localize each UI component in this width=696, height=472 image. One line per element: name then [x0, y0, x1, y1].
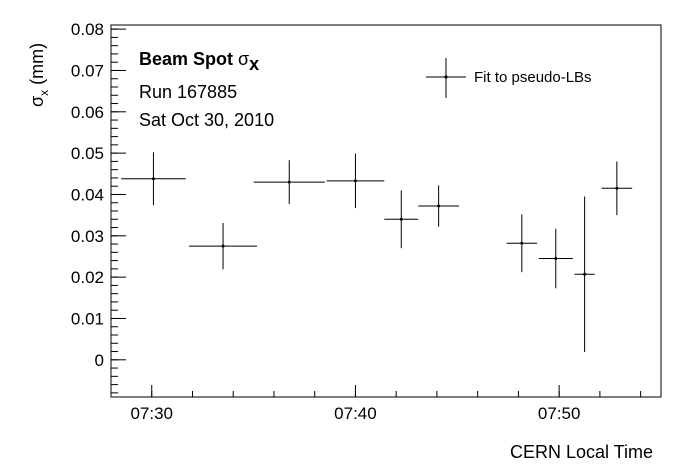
y-axis-subscript: x [37, 90, 51, 96]
data-point [418, 185, 459, 227]
legend-marker-dot [444, 75, 448, 79]
point-marker [151, 177, 155, 181]
point-marker [554, 257, 558, 261]
x-tick-label: 07:30 [130, 404, 173, 423]
data-point [538, 228, 573, 289]
y-axis-symbol: σ [27, 96, 47, 107]
data-point [384, 190, 419, 249]
info-date: Sat Oct 30, 2010 [139, 110, 274, 130]
point-marker [583, 272, 587, 276]
data-point [574, 196, 595, 352]
y-axis-unit: (mm) [27, 43, 47, 85]
info-title: Beam Spot σx [139, 49, 259, 74]
point-marker [615, 186, 619, 190]
point-marker [353, 179, 357, 183]
y-tick-label: 0.06 [71, 103, 104, 122]
point-marker [399, 217, 403, 221]
y-tick-label: 0.03 [71, 227, 104, 246]
y-tick-label: 0.01 [71, 309, 104, 328]
data-point [326, 153, 385, 209]
info-title-symbol: σ [238, 49, 249, 69]
data-point [189, 222, 257, 270]
data-point [506, 214, 538, 273]
data-point [253, 160, 325, 204]
y-axis-title: σx (mm) [27, 43, 51, 107]
y-tick-label: 0.02 [71, 268, 104, 287]
point-marker [437, 204, 441, 208]
point-marker [520, 241, 524, 245]
y-tick-label: 0.04 [71, 185, 104, 204]
data-point [601, 161, 633, 216]
legend: Fit to pseudo-LBs [426, 58, 592, 98]
info-title-subscript: x [249, 54, 259, 74]
info-run: Run 167885 [139, 82, 237, 102]
x-axis-title: CERN Local Time [510, 442, 653, 462]
info-title-bold: Beam Spot [139, 49, 233, 69]
point-marker [287, 180, 291, 184]
y-tick-label: 0 [95, 351, 104, 370]
data-point [121, 152, 186, 206]
x-tick-label: 07:50 [538, 404, 581, 423]
x-tick-label: 07:40 [334, 404, 377, 423]
point-marker [221, 244, 225, 248]
y-tick-label: 0.08 [71, 20, 104, 39]
legend-label: Fit to pseudo-LBs [474, 69, 592, 86]
y-tick-label: 0.07 [71, 61, 104, 80]
y-tick-label: 0.05 [71, 144, 104, 163]
